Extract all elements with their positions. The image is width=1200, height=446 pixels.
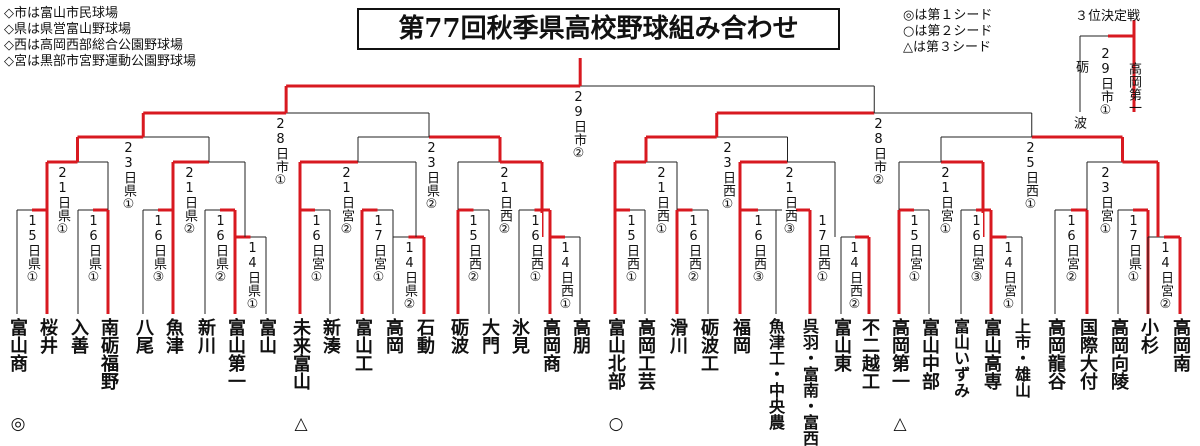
first-round-label: 15日西② bbox=[466, 213, 481, 286]
semifinal-label: 28日市① bbox=[273, 116, 288, 189]
team-name: 富山 bbox=[256, 318, 277, 354]
third-place-title: ３位決定戦 bbox=[1075, 9, 1141, 24]
team-name: 富山工 bbox=[352, 318, 373, 372]
team-name: 高岡工芸 bbox=[635, 318, 656, 390]
third-round-label: 23日県① bbox=[121, 140, 136, 213]
third-round-label: 25日西① bbox=[1023, 140, 1038, 213]
team-name: 八尾 bbox=[133, 318, 154, 354]
team-name: 高朋 bbox=[570, 318, 591, 354]
first-round-label: 17日西① bbox=[815, 213, 830, 286]
team-name: 高岡第一 bbox=[889, 318, 910, 390]
team-name: 国際大付 bbox=[1077, 318, 1098, 390]
first-round-label: 14日県① bbox=[245, 240, 260, 313]
team-name: 氷見 bbox=[509, 318, 530, 354]
legend-item: ◇市は富山市民球場 bbox=[4, 6, 118, 21]
bracket-canvas bbox=[16, 20, 1182, 314]
team-name: 富山北部 bbox=[605, 318, 626, 390]
team-name: 呉羽・富南・富西 bbox=[800, 318, 819, 446]
first-round-label: 16日県② bbox=[213, 213, 228, 286]
team-name: 富山高専 bbox=[981, 318, 1002, 390]
first-round-label: 16日西② bbox=[686, 213, 701, 286]
final-label: 29日市② bbox=[571, 89, 586, 162]
team-name: 砺波 bbox=[448, 318, 469, 354]
semifinal-label: 28日市② bbox=[871, 116, 886, 189]
first-round-label: 17日宮① bbox=[371, 213, 386, 286]
team-name: 富山第一 bbox=[225, 318, 246, 390]
seed-item: △は第３シード bbox=[903, 40, 991, 55]
seed-mark: ◎ bbox=[8, 414, 28, 434]
third-place-left-team-2: 波 bbox=[1071, 116, 1086, 129]
first-round-label: 17日県① bbox=[1126, 213, 1141, 286]
first-round-label: 16日県③ bbox=[151, 213, 166, 286]
third-place-label: 29日市① bbox=[1098, 46, 1113, 119]
second-round-label: 23日宮① bbox=[1098, 165, 1113, 238]
team-name: 高岡龍谷 bbox=[1045, 318, 1066, 390]
first-round-label: 14日宮① bbox=[1001, 240, 1016, 313]
first-round-label: 16日宮③ bbox=[969, 213, 984, 286]
first-round-label: 16日西① bbox=[528, 213, 543, 286]
legend-item: ◇西は高岡西部総合公園野球場 bbox=[4, 38, 183, 53]
team-name: 砺波工 bbox=[698, 318, 719, 372]
team-name: 高岡 bbox=[383, 318, 404, 354]
first-round-label: 16日県① bbox=[86, 213, 101, 286]
first-round-label: 16日宮② bbox=[1064, 213, 1079, 286]
first-round-label: 14日西① bbox=[558, 240, 573, 313]
team-name: 富山商 bbox=[7, 318, 28, 372]
third-place-left-team: 砺 bbox=[1073, 60, 1088, 73]
team-name: 不二越工 bbox=[859, 318, 880, 390]
first-round-label: 14日西② bbox=[847, 240, 862, 313]
team-name: 桜井 bbox=[37, 318, 58, 354]
first-round-label: 16日西③ bbox=[751, 213, 766, 286]
team-name: 富山いずみ bbox=[951, 318, 970, 398]
second-round-label: 21日宮② bbox=[339, 165, 354, 238]
second-round-label: 21日西③ bbox=[782, 165, 797, 238]
team-name: 未来富山 bbox=[290, 318, 311, 390]
team-name: 高岡南 bbox=[1170, 318, 1191, 372]
third-round-label: 23日県② bbox=[424, 140, 439, 213]
team-name: 小杉 bbox=[1138, 318, 1159, 354]
second-round-label: 21日西① bbox=[654, 165, 669, 238]
team-name: 魚津 bbox=[163, 318, 184, 354]
seed-mark: ○ bbox=[606, 414, 626, 434]
second-round-label: 21日県② bbox=[182, 165, 197, 238]
third-place-right-team: 高岡第一 bbox=[1126, 62, 1141, 114]
first-round-label: 16日宮① bbox=[309, 213, 324, 286]
legend-item: ◇県は県営富山野球場 bbox=[4, 22, 131, 37]
legend-item: ◇宮は黒部市宮野運動公園野球場 bbox=[4, 54, 196, 69]
team-name: 新川 bbox=[195, 318, 216, 354]
seed-item: ◎は第１シード bbox=[903, 8, 993, 23]
team-name: 高岡向陵 bbox=[1108, 318, 1129, 390]
first-round-label: 15日宮① bbox=[907, 213, 922, 286]
third-round-label: 23日西① bbox=[720, 140, 735, 213]
team-name: 福岡 bbox=[730, 318, 751, 354]
first-round-label: 15日西① bbox=[624, 213, 639, 286]
second-round-label: 21日西② bbox=[497, 165, 512, 238]
seed-mark: △ bbox=[890, 414, 910, 434]
seed-mark: △ bbox=[291, 414, 311, 434]
seed-legend: ◎は第１シード ○は第２シード △は第３シード bbox=[903, 8, 992, 56]
team-name: 新湊 bbox=[320, 318, 341, 354]
first-round-label: 14日宮② bbox=[1158, 240, 1173, 313]
venue-legend: ◇市は富山市民球場 ◇県は県営富山野球場 ◇西は高岡西部総合公園野球場 ◇宮は黒… bbox=[4, 6, 196, 70]
first-round-label: 14日県② bbox=[402, 240, 417, 313]
team-name: 入善 bbox=[68, 318, 89, 354]
team-name: 大門 bbox=[479, 318, 500, 354]
seed-item: ○は第２シード bbox=[903, 24, 993, 39]
team-name: 滑川 bbox=[667, 318, 688, 354]
second-round-label: 21日宮① bbox=[938, 165, 953, 238]
team-name: 富山中部 bbox=[919, 318, 940, 390]
team-name: 魚津工・中央農 bbox=[766, 318, 785, 430]
team-name: 石動 bbox=[414, 318, 435, 354]
team-name: 南砺福野 bbox=[98, 318, 119, 390]
second-round-label: 21日県① bbox=[55, 165, 70, 238]
first-round-label: 15日県① bbox=[25, 213, 40, 286]
team-name: 富山東 bbox=[831, 318, 852, 372]
team-name: 高岡商 bbox=[540, 318, 561, 372]
team-name: 上市・雄山 bbox=[1012, 318, 1031, 398]
page-title: 第77回秋季県高校野球組み合わせ bbox=[357, 8, 840, 50]
